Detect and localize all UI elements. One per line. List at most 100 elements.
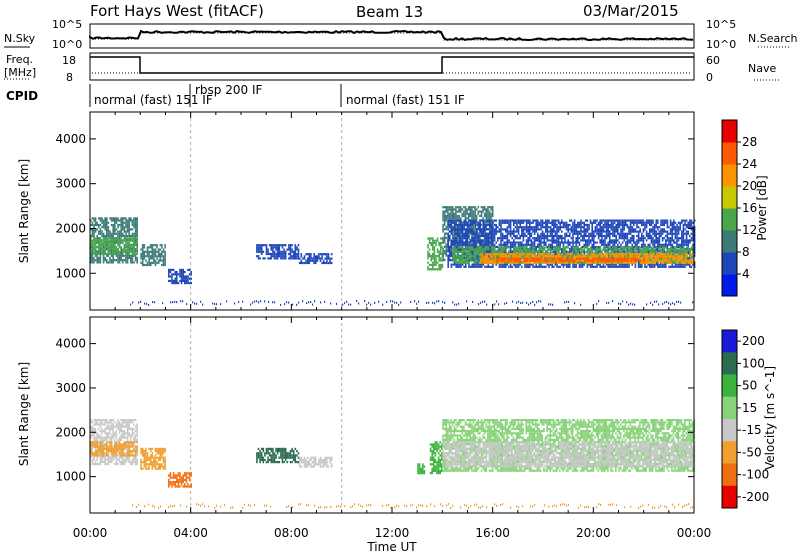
power-region xyxy=(427,237,444,271)
power-cell xyxy=(540,237,542,240)
power-cell xyxy=(639,265,641,268)
power-cell xyxy=(110,232,113,235)
power-cell xyxy=(601,230,603,233)
power-cell xyxy=(117,226,119,229)
power-cell xyxy=(117,252,119,255)
power-cell xyxy=(661,230,664,233)
power-cell xyxy=(553,265,555,268)
power-cell xyxy=(525,230,528,233)
power-cell xyxy=(487,234,489,238)
power-cell xyxy=(506,232,509,235)
power-cell xyxy=(665,230,667,233)
power-cell xyxy=(452,250,454,253)
power-cell xyxy=(456,206,459,209)
power-cell xyxy=(445,208,448,211)
power-cell xyxy=(666,230,669,233)
power-cell xyxy=(495,263,497,266)
power-cell xyxy=(655,219,657,222)
power-cell xyxy=(545,261,547,264)
power-cell xyxy=(448,217,451,220)
power-cell xyxy=(505,228,507,231)
power-cell xyxy=(146,246,149,249)
power-cell xyxy=(591,239,593,242)
power-cell xyxy=(457,234,459,238)
power-cell xyxy=(106,232,108,235)
power-cell xyxy=(687,250,689,253)
power-cell xyxy=(450,259,453,262)
power-cell xyxy=(447,225,449,229)
power-cell xyxy=(483,221,486,224)
power-cell xyxy=(593,265,595,268)
power-cell xyxy=(674,263,677,266)
power-cell xyxy=(642,230,645,233)
power-cell xyxy=(617,221,619,224)
power-cell xyxy=(572,226,574,229)
power-cell xyxy=(554,250,557,253)
power-cell xyxy=(690,221,693,224)
power-cell xyxy=(485,243,488,246)
power-cell xyxy=(455,254,457,257)
power-cell xyxy=(471,255,474,258)
power-cell xyxy=(514,263,517,266)
power-cell xyxy=(618,241,621,244)
power-cell xyxy=(466,257,469,260)
power-cell xyxy=(549,221,552,224)
power-cell xyxy=(609,234,611,238)
power-cell xyxy=(637,259,640,262)
power-cell xyxy=(641,221,643,224)
power-cell xyxy=(642,250,645,253)
power-cell xyxy=(633,219,635,222)
power-cell xyxy=(125,254,127,257)
power-cell xyxy=(330,261,333,265)
power-region xyxy=(256,244,300,260)
power-cell xyxy=(594,219,597,222)
power-cell xyxy=(522,226,525,229)
power-cell xyxy=(607,228,609,231)
power-cell xyxy=(473,253,475,256)
power-cell xyxy=(126,244,129,247)
power-cell xyxy=(455,208,457,211)
power-cell xyxy=(561,221,563,224)
power-cell xyxy=(495,232,497,235)
power-cell xyxy=(633,234,635,238)
power-cell xyxy=(671,243,673,246)
power-cell xyxy=(559,241,561,244)
power-cell xyxy=(484,223,486,227)
power-cell xyxy=(463,234,465,238)
power-cell xyxy=(532,265,534,268)
power-cell xyxy=(569,219,571,222)
power-cell xyxy=(578,252,581,255)
power-cell xyxy=(448,206,451,209)
power-cell xyxy=(498,223,501,227)
power-cell xyxy=(128,254,130,257)
power-cell xyxy=(94,217,97,220)
power-cell xyxy=(514,243,517,246)
power-cell xyxy=(604,226,606,229)
power-cell xyxy=(591,232,593,235)
power-cell xyxy=(479,239,481,242)
power-cell xyxy=(649,243,651,246)
power-cell xyxy=(626,255,629,258)
power-cell xyxy=(537,232,539,235)
power-cell xyxy=(546,234,549,238)
power-cell xyxy=(276,255,279,258)
power-cell xyxy=(514,248,517,251)
power-cell xyxy=(503,221,505,224)
power-cell xyxy=(687,243,689,246)
power-cell xyxy=(674,226,677,229)
power-cell xyxy=(476,263,478,266)
power-cell xyxy=(637,221,640,224)
power-cell xyxy=(478,261,480,264)
power-cell xyxy=(524,263,526,266)
power-cell xyxy=(692,248,694,251)
power-cell xyxy=(676,237,678,240)
power-cell xyxy=(451,214,454,218)
power-cell xyxy=(455,243,457,246)
power-cell xyxy=(532,221,534,224)
power-cell xyxy=(490,226,493,229)
power-cell xyxy=(126,237,129,240)
power-cell xyxy=(577,239,579,242)
power-cell xyxy=(636,239,638,242)
power-cell xyxy=(432,268,434,271)
power-cell xyxy=(130,256,132,260)
